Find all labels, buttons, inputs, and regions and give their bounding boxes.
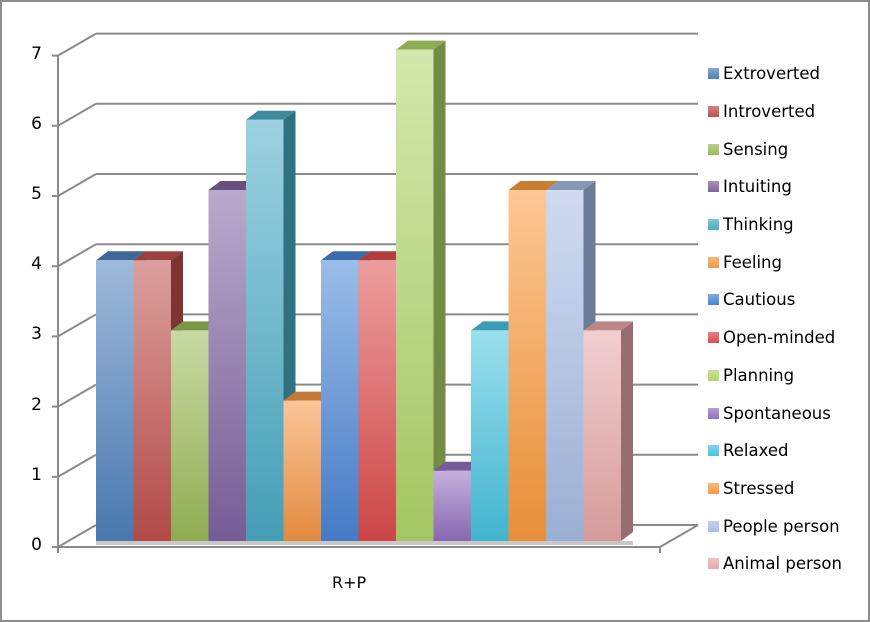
legend-swatch-icon bbox=[708, 407, 719, 419]
y-tick-label: 1 bbox=[31, 464, 42, 485]
legend-swatch-icon bbox=[708, 445, 719, 457]
legend-swatch-icon bbox=[708, 520, 719, 532]
bar-animal-person bbox=[583, 321, 633, 541]
legend-item: Stressed bbox=[708, 470, 842, 508]
legend-swatch-icon bbox=[708, 143, 719, 155]
legend-item: Cautious bbox=[708, 281, 842, 319]
legend-item: Feeling bbox=[708, 243, 842, 281]
bar-planning bbox=[396, 40, 446, 541]
y-tick-label: 5 bbox=[31, 184, 42, 204]
legend-swatch-icon bbox=[708, 106, 719, 118]
y-tick-label: 3 bbox=[31, 324, 42, 345]
legend-label: Open-minded bbox=[723, 328, 836, 348]
legend-item: Spontaneous bbox=[708, 394, 842, 432]
y-tick-label: 0 bbox=[31, 535, 42, 555]
legend-swatch-icon bbox=[708, 294, 719, 306]
legend-item: People person bbox=[708, 507, 842, 545]
legend-label: Animal person bbox=[723, 554, 842, 574]
y-tick-label: 4 bbox=[31, 254, 42, 275]
legend-label: Spontaneous bbox=[723, 403, 831, 423]
y-tick-label: 2 bbox=[31, 394, 42, 415]
legend-item: Animal person bbox=[708, 545, 842, 583]
legend-item: Introverted bbox=[708, 93, 842, 131]
legend-label: Sensing bbox=[723, 139, 789, 159]
legend-swatch-icon bbox=[708, 219, 719, 231]
legend-label: Cautious bbox=[723, 290, 796, 310]
legend-label: Introverted bbox=[723, 102, 816, 122]
legend-label: Extroverted bbox=[723, 64, 820, 84]
legend-label: People person bbox=[723, 516, 840, 536]
legend-swatch-icon bbox=[708, 68, 719, 80]
legend-swatch-icon bbox=[708, 558, 719, 570]
legend-item: Relaxed bbox=[708, 432, 842, 470]
legend-item: Open-minded bbox=[708, 319, 842, 357]
legend-swatch-icon bbox=[708, 332, 719, 344]
legend-item: Thinking bbox=[708, 206, 842, 244]
legend-label: Thinking bbox=[723, 215, 794, 235]
legend-label: Relaxed bbox=[723, 441, 789, 461]
legend-swatch-icon bbox=[708, 256, 719, 268]
legend-swatch-icon bbox=[708, 181, 719, 193]
legend-swatch-icon bbox=[708, 369, 719, 381]
legend-label: Intuiting bbox=[723, 177, 792, 197]
legend-label: Planning bbox=[723, 365, 795, 385]
y-tick-label: 6 bbox=[31, 113, 42, 134]
legend-item: Intuiting bbox=[708, 168, 842, 206]
legend-label: Stressed bbox=[723, 478, 795, 498]
legend-item: Sensing bbox=[708, 130, 842, 168]
bars bbox=[96, 40, 633, 542]
legend-label: Feeling bbox=[723, 252, 782, 272]
legend: Extroverted Introverted Sensing Intuiting Th… bbox=[708, 55, 842, 583]
legend-item: Planning bbox=[708, 357, 842, 395]
x-category-label: R+P bbox=[332, 573, 367, 592]
y-tick-label: 7 bbox=[31, 43, 42, 64]
legend-item: Extroverted bbox=[708, 55, 842, 93]
floor-shadow bbox=[96, 541, 633, 545]
legend-swatch-icon bbox=[708, 482, 719, 494]
